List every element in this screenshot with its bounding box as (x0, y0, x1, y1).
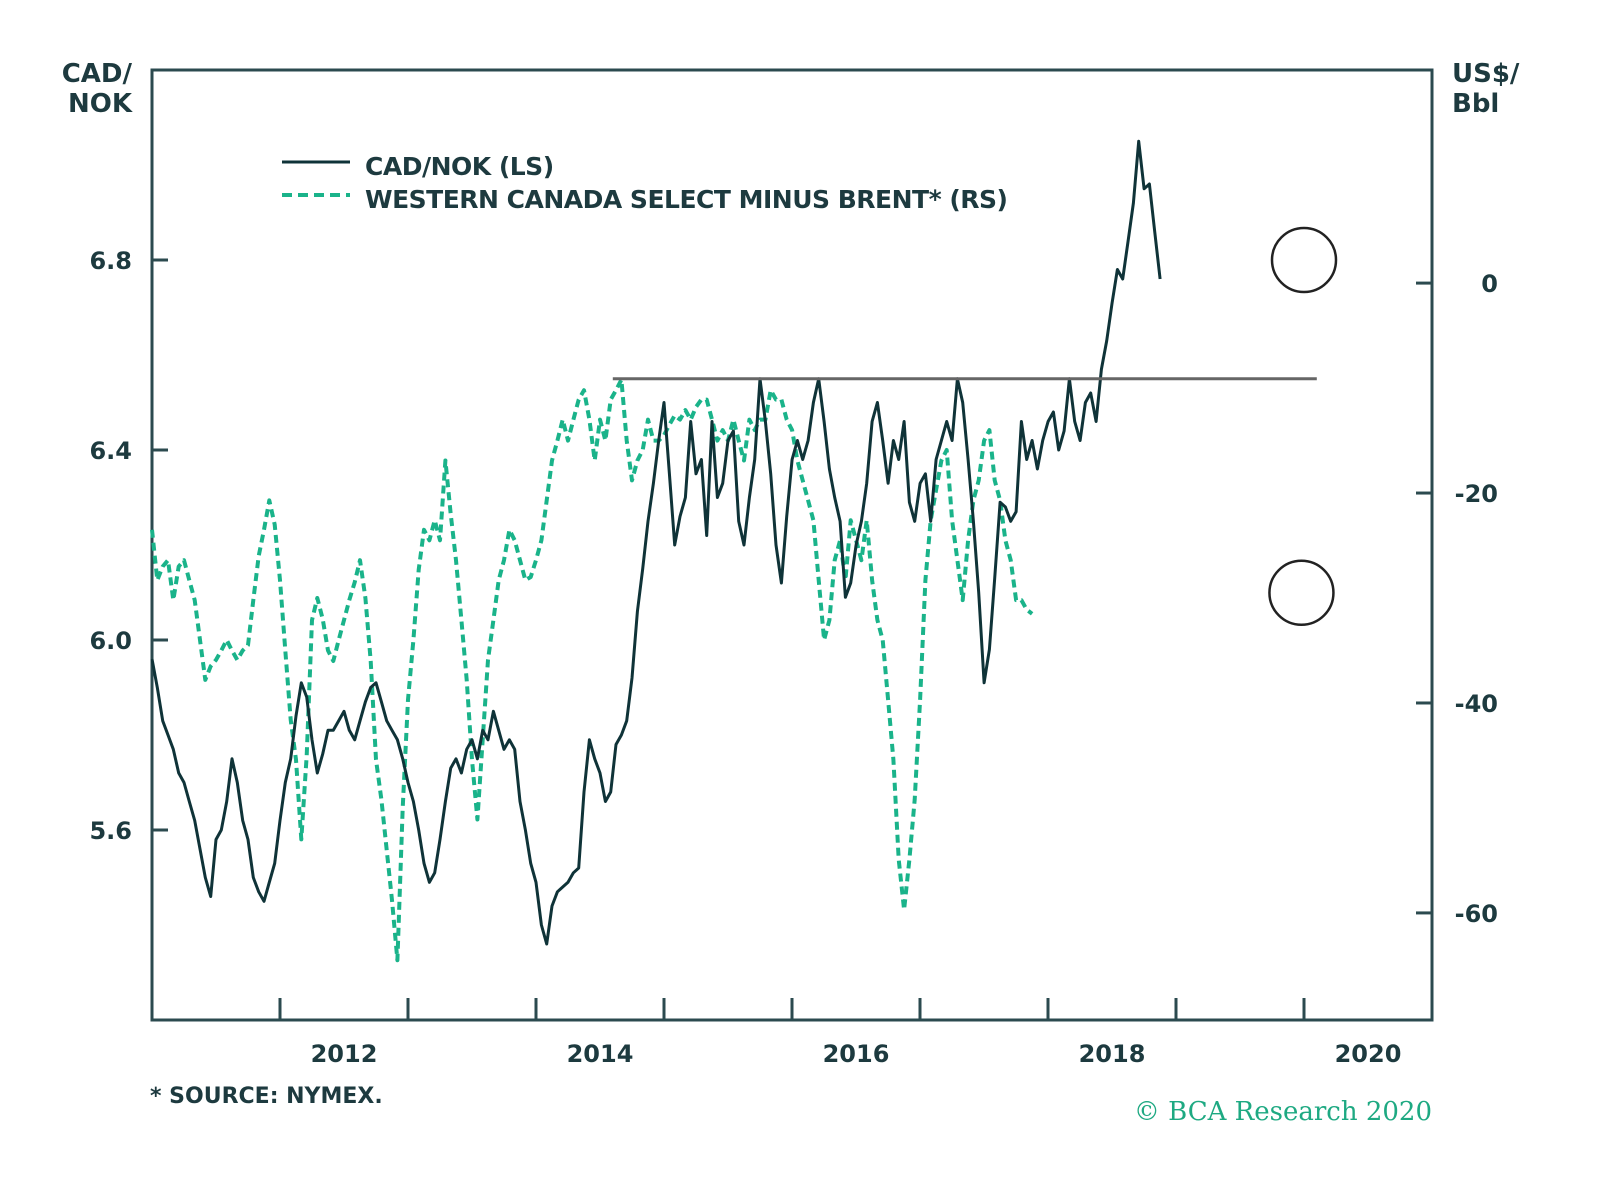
x-tick-label: 2018 (1079, 1040, 1146, 1068)
legend-label-cadnok: CAD/NOK (LS) (365, 152, 554, 181)
left-tick-label: 6.0 (89, 627, 132, 655)
legend: CAD/NOK (LS) WESTERN CANADA SELECT MINUS… (282, 152, 1008, 214)
x-axis-ticks: 2012 2014 2016 2018 2020 (278, 998, 1402, 1068)
series-wcs-minus-brent (150, 377, 1034, 963)
series-cad-nok (150, 139, 1162, 946)
x-tick-label: 2012 (311, 1040, 378, 1068)
copyright: © BCA Research 2020 (1134, 1097, 1432, 1127)
left-axis-title-line1: CAD/ (62, 59, 133, 89)
right-tick-label: -40 (1455, 690, 1498, 718)
left-tick-label: 6.8 (89, 247, 132, 275)
x-tick-label: 2016 (823, 1040, 890, 1068)
annotation-circle (1270, 226, 1338, 294)
right-axis-title-line2: Bbl (1452, 89, 1499, 119)
source-note: * SOURCE: NYMEX. (150, 1084, 383, 1109)
left-tick-label: 6.4 (89, 437, 132, 465)
right-tick-label: -60 (1455, 900, 1498, 928)
left-tick-label: 5.6 (89, 817, 132, 845)
right-tick-label: -20 (1455, 480, 1498, 508)
annotation-circle (1268, 559, 1335, 627)
legend-label-wcs: WESTERN CANADA SELECT MINUS BRENT* (RS) (365, 185, 1008, 214)
series-layer (150, 139, 1162, 963)
right-axis-ticks: -60 -40 -20 0 (1416, 270, 1498, 928)
left-axis-title-line2: NOK (68, 89, 133, 119)
x-tick-label: 2014 (567, 1040, 634, 1068)
right-tick-label: 0 (1481, 270, 1498, 298)
x-tick-label: 2020 (1335, 1040, 1402, 1068)
right-axis-title-line1: US$/ (1452, 59, 1520, 89)
annotations (1268, 226, 1338, 627)
left-axis-ticks: 5.6 6.0 6.4 6.8 (89, 247, 168, 845)
